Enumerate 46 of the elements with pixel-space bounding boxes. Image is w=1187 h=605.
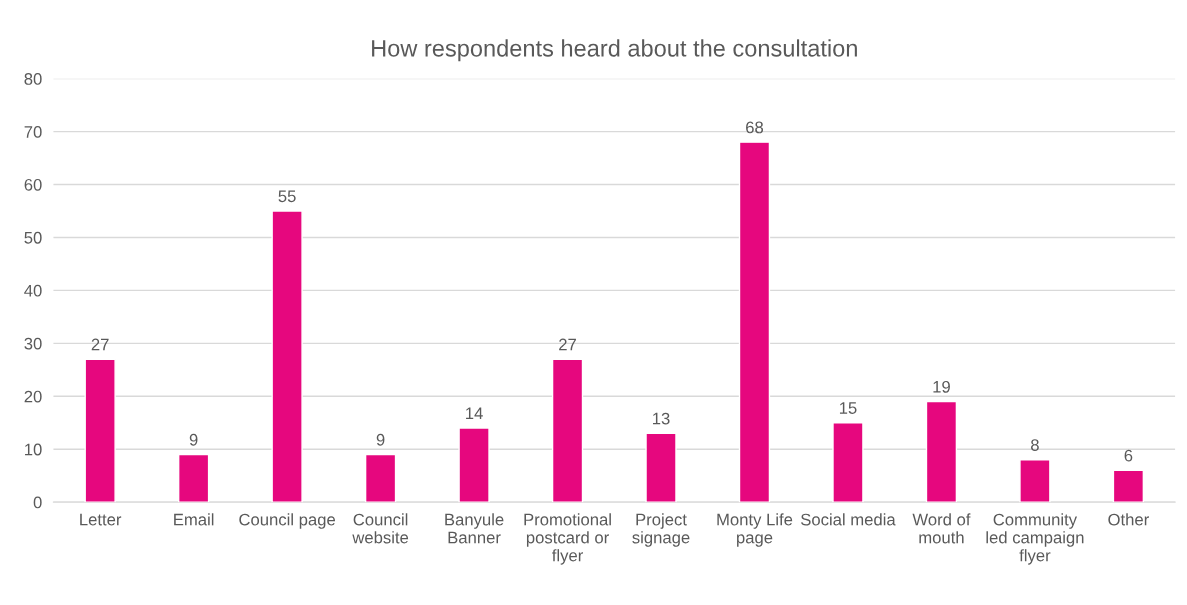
x-tick-label: Monty Life page (717, 513, 793, 547)
data-label: 55 (278, 190, 296, 203)
y-tick-label: 0 (33, 496, 42, 509)
x-tick-label: Banyule Banner (445, 513, 504, 544)
bar (271, 210, 303, 503)
data-label: 27 (559, 338, 576, 351)
x-tick-label: Social media (801, 513, 896, 526)
data-label: 27 (91, 338, 109, 351)
data-label: 13 (653, 412, 670, 425)
data-label: 9 (376, 433, 385, 446)
x-tick-label: Other (1108, 513, 1149, 526)
data-label: 68 (746, 121, 764, 134)
data-label: 8 (1031, 439, 1039, 451)
bar (1112, 469, 1145, 503)
data-label: 14 (466, 407, 483, 420)
bar (458, 427, 490, 503)
data-label: 15 (839, 402, 857, 414)
bar (551, 358, 584, 503)
bar (925, 400, 958, 503)
y-tick-label: 70 (24, 125, 42, 138)
y-tick-label: 80 (24, 73, 42, 85)
x-tick-label: Council page (239, 513, 336, 529)
y-tick-label: 40 (24, 284, 42, 297)
x-tick-label: Word of mouth (912, 513, 971, 544)
y-tick-label: 50 (24, 231, 42, 244)
data-label: 6 (1124, 449, 1133, 462)
bar (1019, 459, 1051, 503)
bar (364, 453, 397, 503)
x-tick-label: Letter (80, 513, 122, 526)
bar (177, 453, 210, 503)
x-tick-label: Project signage (632, 513, 690, 547)
x-tick-label: Council website (352, 513, 409, 544)
data-label: 19 (933, 380, 950, 393)
y-tick-label: 60 (24, 178, 42, 191)
data-label: 9 (189, 433, 198, 446)
bar (84, 358, 116, 503)
x-tick-label: Promotional postcard or flyer (524, 513, 611, 565)
y-tick-label: 20 (24, 390, 42, 403)
chart-title: How respondents heard about the consultation (372, 39, 857, 62)
x-tick-label: Community led campaign flyer (986, 513, 1084, 565)
x-tick-label: Email (174, 513, 214, 526)
bar (738, 141, 771, 503)
bar (832, 422, 864, 503)
y-tick-label: 10 (25, 443, 42, 456)
bar (645, 432, 677, 503)
y-tick-label: 30 (24, 337, 42, 350)
